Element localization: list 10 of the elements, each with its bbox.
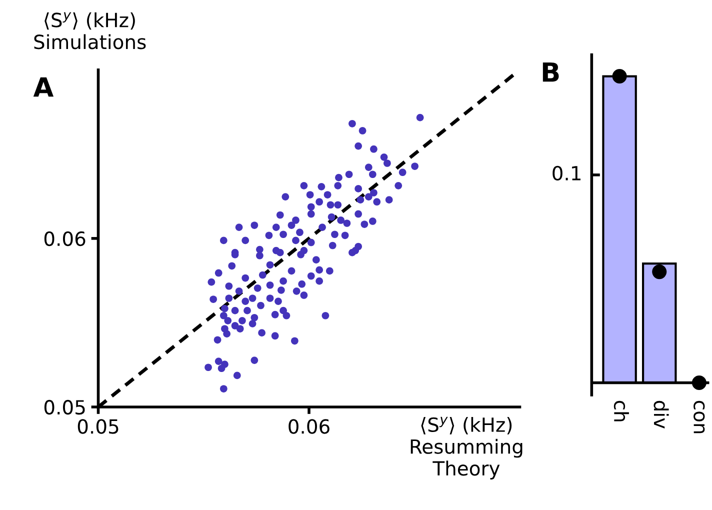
x-tick-label: 0.05 — [78, 419, 118, 434]
text: B — [542, 62, 559, 82]
x-axis-title: ⟨S$^{y}$⟩ (kHz) Resumming Theory — [410, 416, 522, 480]
text: 0.1 — [552, 166, 580, 181]
x-tick-label: con — [694, 400, 705, 434]
text: A — [33, 77, 54, 97]
y-axis-title: ⟨S$^{y}$⟩ (kHz) Simulations — [34, 12, 146, 50]
x-tick-label: div — [654, 400, 669, 429]
x-tick-label: ch — [614, 400, 629, 422]
x-tick-label: 0.06 — [288, 419, 330, 434]
